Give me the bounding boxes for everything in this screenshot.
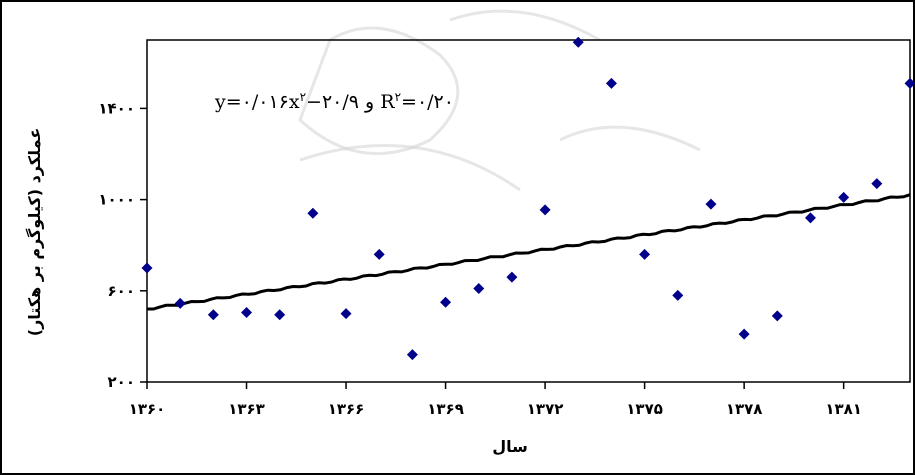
data-point	[738, 328, 750, 340]
data-point	[241, 306, 253, 318]
data-point	[838, 191, 850, 203]
data-point	[373, 248, 385, 260]
data-point	[406, 349, 418, 361]
x-tick-label: ۱۳۶۰	[129, 400, 166, 418]
data-point	[639, 248, 651, 260]
data-point	[605, 77, 617, 89]
data-point	[207, 309, 219, 321]
x-tick-label: ۱۳۶۳	[228, 400, 265, 418]
x-axis-title: سال	[492, 437, 528, 456]
data-point	[572, 36, 584, 48]
y-axis-title: عملکرد (کیلوگرم بر هکتار)	[25, 128, 44, 336]
x-tick-label: ۱۳۷۲	[527, 400, 564, 418]
trend-line	[147, 193, 911, 311]
data-point	[274, 309, 286, 321]
data-point	[174, 297, 186, 309]
y-axis: ۲۰۰ ۶۰۰ ۱۰۰۰ ۱۴۰۰	[98, 99, 147, 391]
y-tick-label: ۱۰۰۰	[98, 191, 135, 209]
x-axis: ۱۳۶۰ ۱۳۶۳ ۱۳۶۶ ۱۳۶۹ ۱۳۷۲ ۱۳۷۵ ۱۳۷۸ ۱۳۸۱	[129, 382, 862, 418]
data-point	[705, 198, 717, 210]
watermark-logo	[298, 9, 701, 192]
data-point	[141, 262, 153, 274]
data-point	[340, 308, 352, 320]
data-point	[440, 296, 452, 308]
data-point	[506, 271, 518, 283]
regression-equation: y=۰/۰۱۶x۲−۲۰/۹ و R۲=۰/۲۰	[214, 90, 454, 113]
x-tick-label: ۱۳۶۶	[328, 400, 365, 418]
data-point	[771, 310, 783, 322]
x-tick-label: ۱۳۷۵	[626, 400, 663, 418]
y-tick-label: ۶۰۰	[108, 282, 135, 300]
data-point	[871, 178, 883, 190]
x-tick-label: ۱۳۶۹	[427, 400, 464, 418]
data-point	[904, 77, 915, 89]
x-tick-label: ۱۳۷۸	[726, 400, 763, 418]
data-point	[804, 212, 816, 224]
y-tick-label: ۲۰۰	[108, 373, 135, 391]
data-point	[672, 289, 684, 301]
data-point	[307, 207, 319, 219]
data-point	[539, 204, 551, 216]
data-point	[473, 283, 485, 295]
x-tick-label: ۱۳۸۱	[825, 400, 862, 418]
y-tick-label: ۱۴۰۰	[98, 99, 135, 117]
plot-area	[146, 39, 911, 383]
